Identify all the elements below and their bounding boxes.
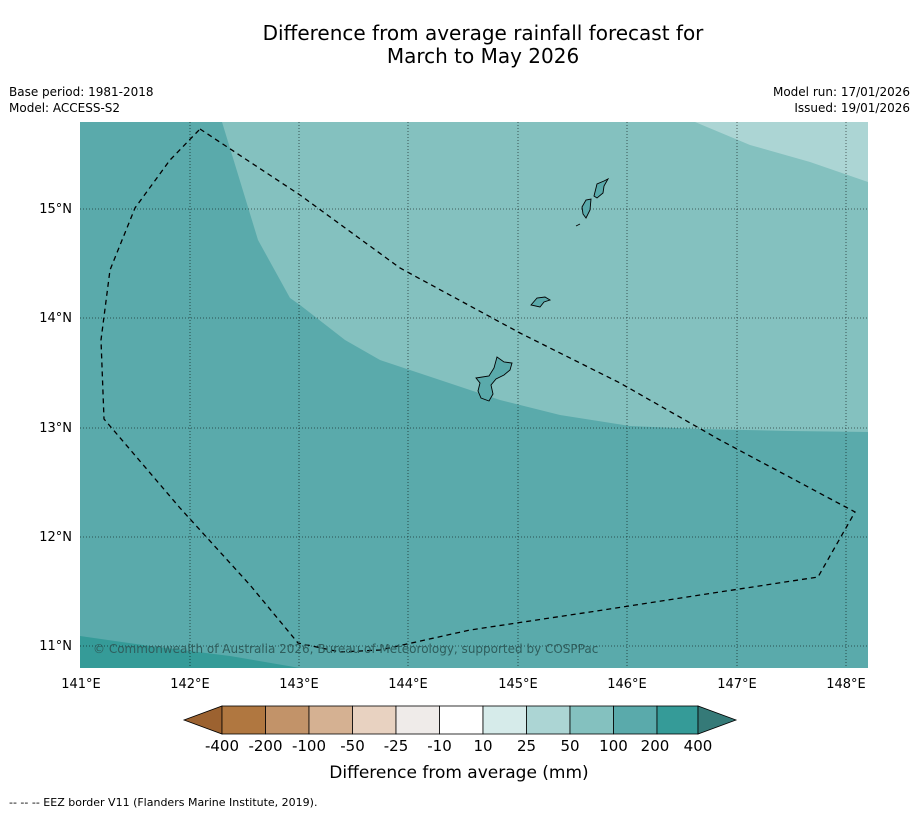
colorbar-swatch-3: [308, 705, 353, 735]
lon-label-145: 145°E: [498, 677, 538, 692]
lat-label-11: 11°N: [39, 639, 72, 654]
colorbar-swatch-2: [265, 705, 310, 735]
field-200-400: [80, 636, 300, 668]
eez-border: [100, 128, 856, 653]
lon-label-143: 143°E: [279, 677, 319, 692]
colorbar-extend-low: [182, 705, 223, 735]
tick-label-1: -400: [205, 737, 239, 755]
colorbar-swatch-9: [569, 705, 614, 735]
model-run: Model run: 17/01/2026: [772, 85, 910, 99]
lat-label-14: 14°N: [39, 311, 72, 326]
tick-label-10: 100: [599, 737, 628, 755]
colorbar: [182, 705, 738, 735]
colorbar-swatch-7: [482, 705, 527, 735]
islands: [475, 177, 610, 402]
lon-label-148: 148°E: [826, 677, 866, 692]
tick-label-8: 25: [517, 737, 536, 755]
base-period: Base period: 1981-2018: [9, 85, 154, 99]
eez-footnote: -- -- -- EEZ border V11 (Flanders Marine…: [9, 796, 318, 809]
colorbar-swatch-5: [395, 705, 440, 735]
meta-right: Model run: 17/01/2026 Issued: 19/01/2026: [773, 84, 910, 116]
lat-label-12: 12°N: [39, 530, 72, 545]
colorbar-swatch-8: [526, 705, 571, 735]
rainfall-fields: [80, 122, 868, 668]
tick-label-9: 50: [560, 737, 579, 755]
tick-label-6: -10: [427, 737, 452, 755]
field-50-100: [222, 122, 868, 432]
model-name: Model: ACCESS-S2: [9, 101, 121, 115]
tick-label-2: -200: [248, 737, 282, 755]
tick-label-4: -50: [340, 737, 365, 755]
tick-label-11: 200: [641, 737, 670, 755]
lon-label-144: 144°E: [388, 677, 428, 692]
lon-label-141: 141°E: [61, 677, 101, 692]
copyright-note: © Commonwealth of Australia 2026, Bureau…: [93, 642, 598, 656]
lat-axis: 15°N 14°N 13°N 12°N 11°N: [39, 202, 72, 654]
lon-axis: 141°E 142°E 143°E 144°E 145°E 146°E 147°…: [61, 677, 866, 692]
colorbar-swatch-10: [613, 705, 658, 735]
tick-label-3: -100: [292, 737, 326, 755]
island-saipan: [593, 177, 610, 199]
island-rota: [530, 296, 552, 308]
title-line-1: Difference from average rainfall forecas…: [262, 21, 704, 45]
colorbar-swatch-11: [656, 705, 699, 735]
island-tinian: [581, 198, 592, 219]
legend-title: Difference from average (mm): [329, 763, 588, 783]
title-line-2: March to May 2026: [386, 44, 580, 68]
island-guam: [475, 356, 513, 402]
meta-left: Base period: 1981-2018 Model: ACCESS-S2: [9, 84, 154, 116]
colorbar-swatch-4: [352, 705, 397, 735]
tick-label-7: 10: [473, 737, 492, 755]
map-title: Difference from average rainfall forecas…: [0, 22, 919, 68]
tick-label-5: -25: [384, 737, 409, 755]
field-25-50: [695, 122, 868, 182]
issued-date: Issued: 19/01/2026: [794, 101, 910, 115]
colorbar-extend-high: [697, 705, 738, 735]
lon-label-147: 147°E: [717, 677, 757, 692]
colorbar-swatch-1: [221, 705, 266, 735]
lat-label-15: 15°N: [39, 202, 72, 217]
lon-label-142: 142°E: [170, 677, 210, 692]
colorbar-swatch-6: [439, 705, 484, 735]
lon-label-146: 146°E: [607, 677, 647, 692]
lat-label-13: 13°N: [39, 421, 72, 436]
island-aguijan: [575, 223, 581, 227]
tick-label-12: 400: [684, 737, 713, 755]
graticule: [80, 122, 868, 668]
colorbar-ticks: -400 -200 -100 -50 -25 -10 10 25 50 100 …: [205, 737, 712, 755]
